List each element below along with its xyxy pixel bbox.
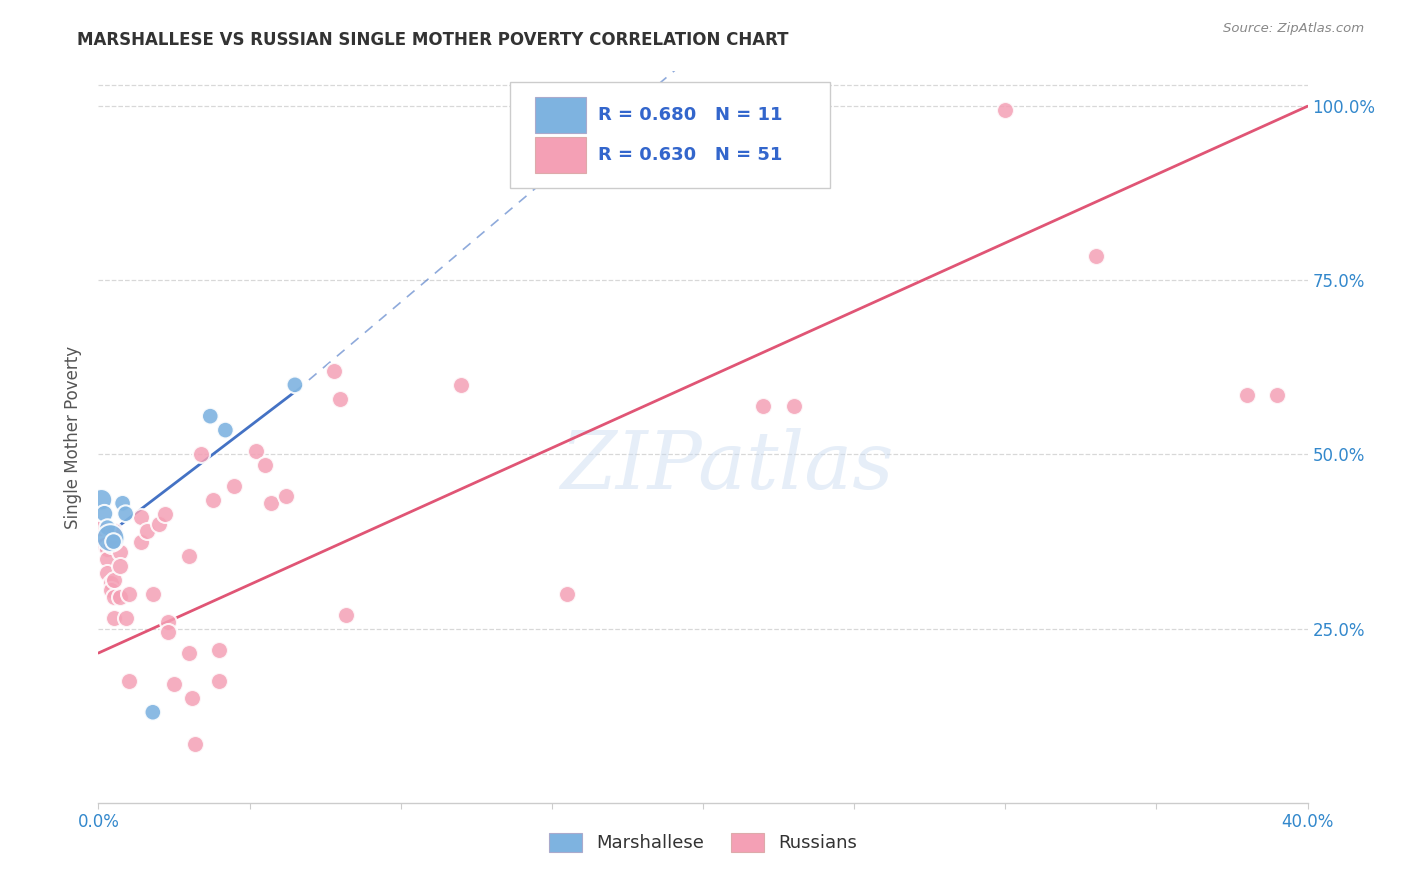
Point xyxy=(329,392,352,406)
Point xyxy=(114,507,136,521)
Point xyxy=(93,507,115,521)
Point xyxy=(100,538,122,552)
Text: Source: ZipAtlas.com: Source: ZipAtlas.com xyxy=(1223,22,1364,36)
Text: ZIPatlas: ZIPatlas xyxy=(561,427,894,505)
Point xyxy=(135,524,157,538)
Point xyxy=(96,541,118,556)
Point xyxy=(156,615,179,629)
Point xyxy=(224,479,246,493)
Point xyxy=(103,611,125,625)
Point xyxy=(103,573,125,587)
Point xyxy=(163,677,186,691)
Point xyxy=(156,625,179,640)
Point xyxy=(335,607,357,622)
Point xyxy=(274,489,297,503)
Point xyxy=(118,587,141,601)
Point xyxy=(103,534,125,549)
Point xyxy=(142,705,165,719)
Point xyxy=(118,673,141,688)
Y-axis label: Single Mother Poverty: Single Mother Poverty xyxy=(65,345,83,529)
FancyBboxPatch shape xyxy=(534,137,586,173)
Point xyxy=(108,558,131,573)
Point xyxy=(752,399,775,413)
Point xyxy=(190,448,212,462)
Point xyxy=(108,591,131,605)
Text: R = 0.630   N = 51: R = 0.630 N = 51 xyxy=(598,146,782,164)
Point xyxy=(93,538,115,552)
FancyBboxPatch shape xyxy=(509,82,830,188)
Point xyxy=(208,642,231,657)
Point xyxy=(184,737,207,751)
Point xyxy=(208,673,231,688)
Point xyxy=(103,591,125,605)
Point xyxy=(450,377,472,392)
Point xyxy=(284,377,307,392)
Point xyxy=(142,587,165,601)
Point xyxy=(103,524,125,538)
Point xyxy=(96,521,118,535)
Legend: Marshallese, Russians: Marshallese, Russians xyxy=(541,826,865,860)
Point xyxy=(148,517,170,532)
Point xyxy=(245,444,267,458)
Point xyxy=(181,691,204,706)
Point xyxy=(111,496,134,510)
Text: MARSHALLESE VS RUSSIAN SINGLE MOTHER POVERTY CORRELATION CHART: MARSHALLESE VS RUSSIAN SINGLE MOTHER POV… xyxy=(77,31,789,49)
Point xyxy=(994,103,1017,117)
Point xyxy=(1236,388,1258,402)
Point xyxy=(783,399,806,413)
Point xyxy=(129,534,152,549)
Point xyxy=(1085,249,1108,263)
Point xyxy=(260,496,283,510)
Point xyxy=(96,566,118,580)
Point xyxy=(90,521,112,535)
FancyBboxPatch shape xyxy=(534,97,586,133)
Point xyxy=(90,492,112,507)
Point xyxy=(253,458,276,472)
Point xyxy=(100,583,122,598)
Point xyxy=(179,549,201,563)
Point xyxy=(96,552,118,566)
Text: R = 0.680   N = 11: R = 0.680 N = 11 xyxy=(598,105,782,123)
Point xyxy=(202,492,225,507)
Point xyxy=(108,545,131,559)
Point xyxy=(200,409,222,424)
Point xyxy=(179,646,201,660)
Point xyxy=(114,611,136,625)
Point xyxy=(1267,388,1289,402)
Point xyxy=(555,587,578,601)
Point xyxy=(100,531,122,545)
Point xyxy=(100,576,122,591)
Point xyxy=(129,510,152,524)
Point xyxy=(153,507,176,521)
Point xyxy=(214,423,236,437)
Point xyxy=(323,364,346,378)
